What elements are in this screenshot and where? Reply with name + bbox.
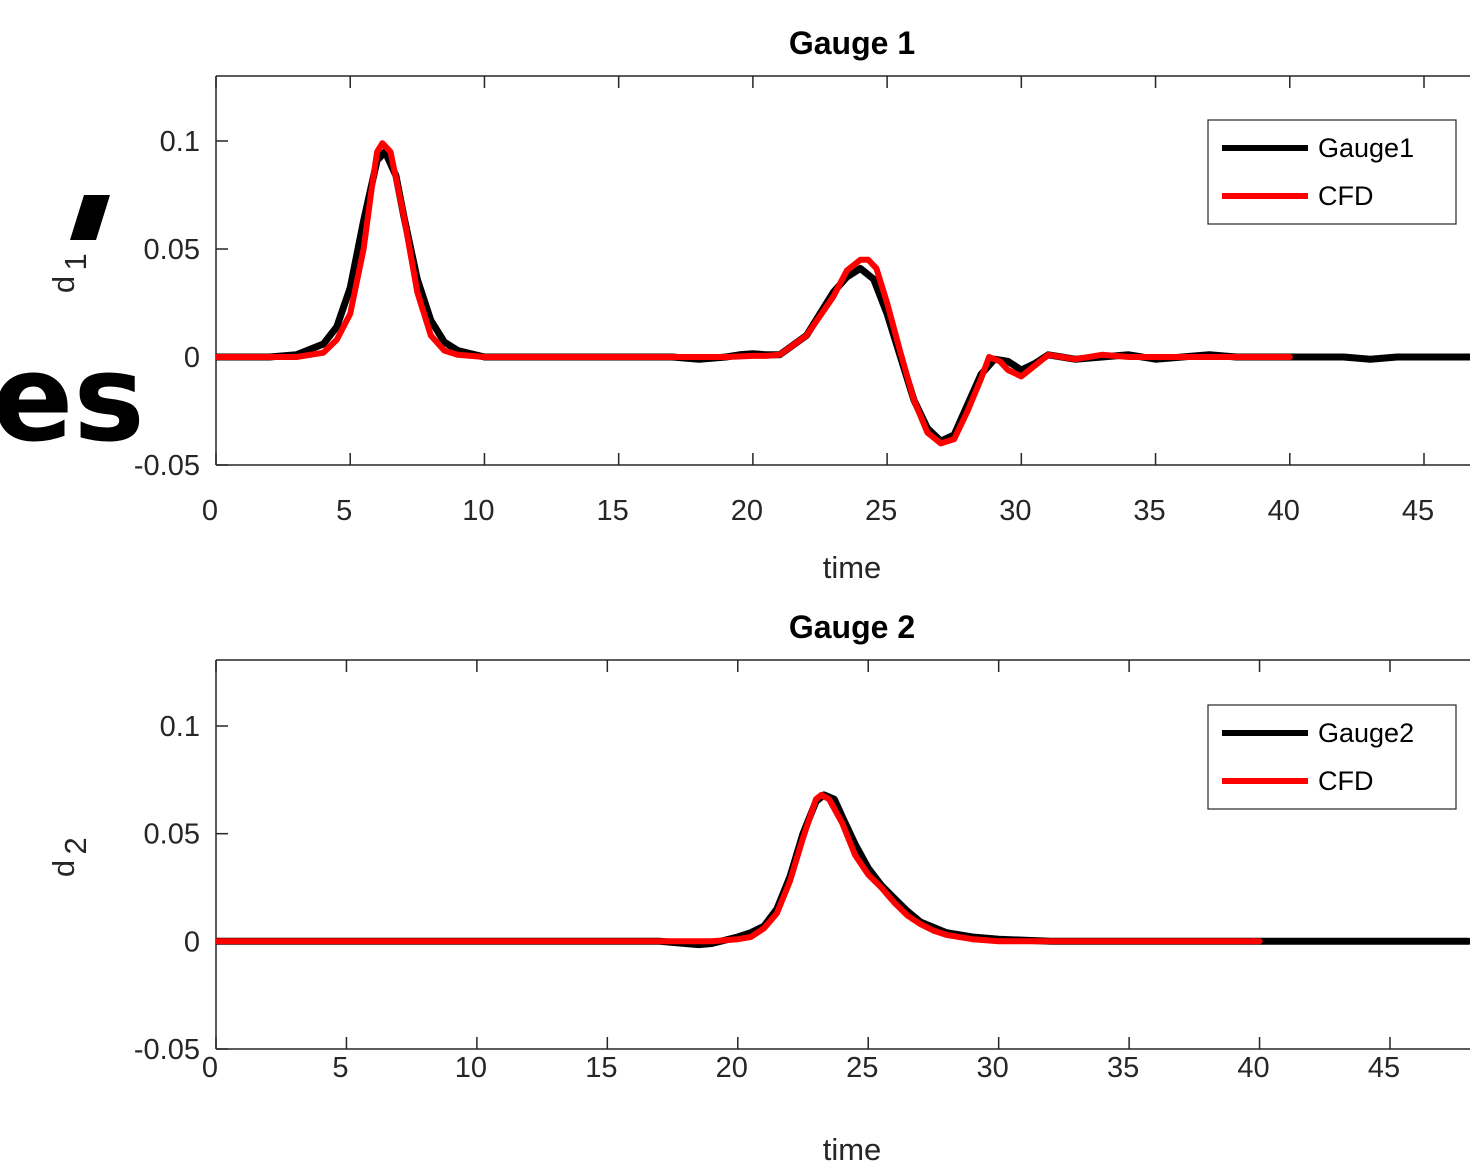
y-tick-label: 0.1 (160, 711, 200, 743)
legend-box (1207, 704, 1457, 810)
y-tick-label: -0.05 (134, 1034, 200, 1066)
x-tick-label: 25 (865, 495, 897, 527)
x-tick-label: 20 (731, 495, 763, 527)
svg-text:d: d (46, 276, 81, 293)
x-tick-label: 35 (1133, 495, 1165, 527)
x-tick-label: 30 (977, 1052, 1009, 1084)
legend-entry-label: CFD (1318, 766, 1374, 796)
x-tick-label: 15 (597, 495, 629, 527)
y-tick-label: -0.05 (134, 450, 200, 482)
legend: Gauge1 CFD (1207, 119, 1457, 225)
series-line-cfd (216, 140, 1293, 447)
x-axis-label: time (823, 550, 882, 585)
legend-box (1207, 119, 1457, 225)
x-axis-label: time (823, 1132, 882, 1165)
x-tick-label: 25 (846, 1052, 878, 1084)
y-tick-label: 0.05 (144, 234, 200, 266)
x-tick-label: 30 (999, 495, 1031, 527)
y-axis-label: d2 (46, 837, 93, 877)
y-axis-label-subscript: 2 (58, 837, 93, 854)
background-slash-fragment (70, 195, 110, 240)
chart-title: Gauge 2 (789, 609, 915, 645)
x-tick-label: 40 (1237, 1052, 1269, 1084)
y-tick-label: 0 (184, 926, 200, 958)
y-axis-label-subscript: 1 (58, 253, 93, 270)
legend-entry-label: Gauge2 (1318, 718, 1414, 748)
y-axis-label: d1 (46, 253, 93, 293)
y-tick-label: 0.05 (144, 819, 200, 851)
background-text-fragment: es (0, 330, 145, 469)
x-tick-label: 20 (716, 1052, 748, 1084)
legend-entry-label: CFD (1318, 181, 1374, 211)
x-tick-label: 5 (336, 495, 352, 527)
x-tick-label: 0 (202, 495, 218, 527)
y-tick-label: 0.1 (160, 126, 200, 158)
series-line-cfd (216, 791, 1263, 945)
legend: Gauge2 CFD (1207, 704, 1457, 810)
x-tick-label: 10 (455, 1052, 487, 1084)
x-tick-label: 45 (1368, 1052, 1400, 1084)
x-tick-label: 15 (585, 1052, 617, 1084)
x-tick-label: 10 (462, 495, 494, 527)
x-tick-label: 35 (1107, 1052, 1139, 1084)
x-tick-label: 5 (332, 1052, 348, 1084)
svg-text:d: d (46, 860, 81, 877)
x-tick-label: 0 (202, 1052, 218, 1084)
chart-title: Gauge 1 (789, 25, 915, 61)
x-tick-label: 40 (1268, 495, 1300, 527)
y-tick-label: 0 (184, 342, 200, 374)
legend-entry-label: Gauge1 (1318, 133, 1414, 163)
x-tick-label: 45 (1402, 495, 1434, 527)
